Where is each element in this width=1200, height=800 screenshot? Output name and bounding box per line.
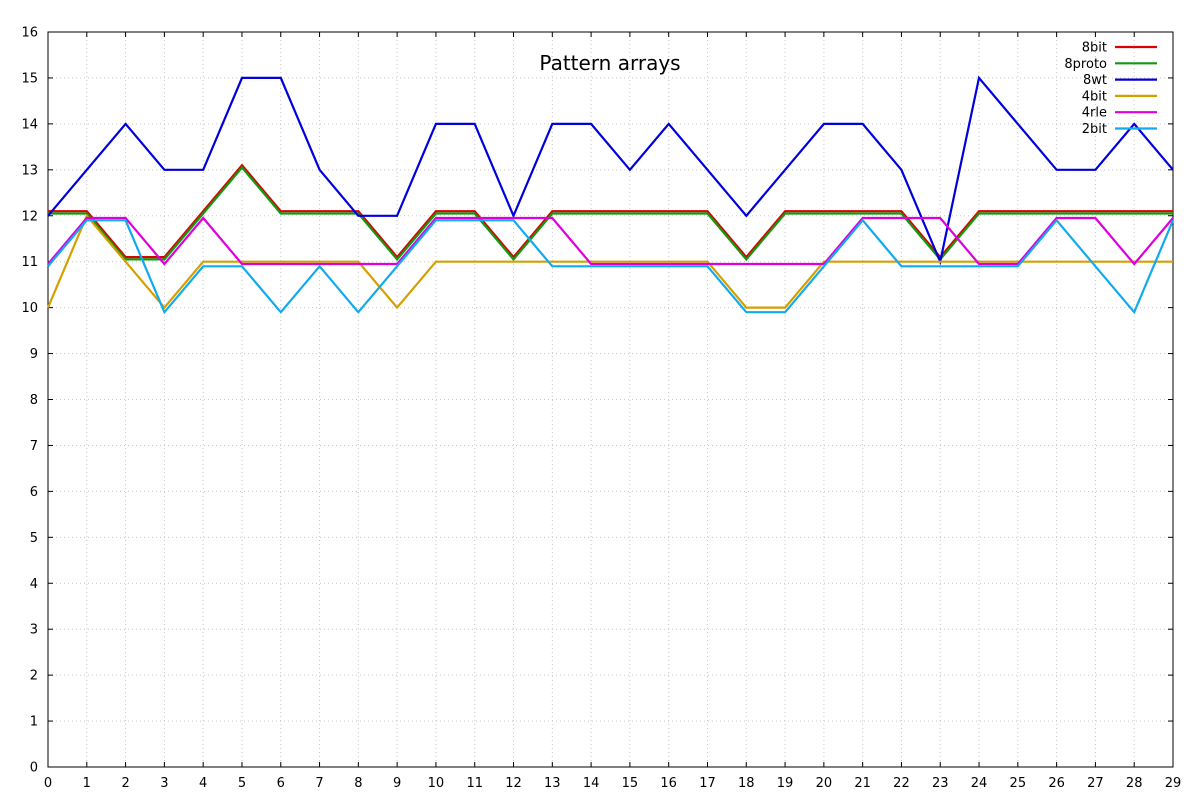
series-lines (46, 75, 1175, 315)
chart-title: Pattern arrays (539, 51, 680, 75)
legend-label: 2bit (1082, 122, 1107, 137)
series-line-8bit (48, 163, 1173, 259)
y-tick-label: 5 (30, 531, 38, 546)
y-tick-label: 16 (21, 26, 38, 41)
x-tick-label: 17 (699, 776, 716, 791)
x-tick-label: 22 (893, 776, 910, 791)
y-tick-label: 7 (30, 439, 38, 454)
x-tick-label: 26 (1048, 776, 1065, 791)
y-tick-label: 8 (30, 393, 38, 408)
grid (48, 32, 1173, 767)
legend-label: 4bit (1082, 89, 1107, 104)
x-tick-label: 1 (83, 776, 91, 791)
y-tick-label: 15 (21, 71, 38, 86)
x-tick-label: 3 (160, 776, 168, 791)
x-tick-label: 9 (393, 776, 401, 791)
x-tick-label: 14 (583, 776, 600, 791)
x-tick-label: 25 (1010, 776, 1027, 791)
y-tick-label: 14 (21, 117, 38, 132)
y-tick-label: 0 (30, 761, 38, 776)
x-tick-label: 13 (544, 776, 561, 791)
x-tick-label: 10 (428, 776, 445, 791)
x-tick-label: 6 (277, 776, 285, 791)
legend-label: 8bit (1082, 41, 1107, 56)
x-tick-label: 7 (315, 776, 323, 791)
y-tick-label: 3 (30, 623, 38, 638)
y-tick-label: 9 (30, 347, 38, 362)
x-tick-label: 0 (44, 776, 52, 791)
legend-label: 8wt (1083, 73, 1107, 88)
y-tick-label: 2 (30, 669, 38, 684)
x-tick-label: 5 (238, 776, 246, 791)
y-tick-label: 13 (21, 163, 38, 178)
x-tick-label: 20 (816, 776, 833, 791)
x-tick-label: 29 (1165, 776, 1182, 791)
series-line-4rle (47, 216, 1174, 266)
x-tick-label: 24 (971, 776, 988, 791)
x-tick-label: 16 (660, 776, 677, 791)
x-tick-label: 11 (466, 776, 483, 791)
x-tick-label: 28 (1126, 776, 1143, 791)
plot-frame (47, 31, 1174, 768)
series-line-8proto (48, 165, 1173, 262)
x-tick-label: 19 (777, 776, 794, 791)
x-tick-label: 27 (1087, 776, 1104, 791)
series-line-2bit (47, 218, 1175, 315)
y-tick-label: 6 (30, 485, 38, 500)
x-tick-label: 15 (622, 776, 639, 791)
y-tick-label: 1 (30, 715, 38, 730)
series-line-8wt (47, 75, 1174, 266)
x-tick-label: 21 (854, 776, 871, 791)
y-tick-label: 11 (21, 255, 38, 270)
x-tick-label: 18 (738, 776, 755, 791)
series-line-4bit (46, 213, 1173, 310)
x-tick-label: 23 (932, 776, 949, 791)
x-tick-label: 8 (354, 776, 362, 791)
x-tick-label: 12 (505, 776, 522, 791)
x-tick-label: 2 (121, 776, 129, 791)
x-tick-label: 4 (199, 776, 207, 791)
y-tick-label: 4 (30, 577, 38, 592)
y-tick-label: 12 (21, 209, 38, 224)
legend-label: 8proto (1064, 57, 1107, 72)
legend-label: 4rle (1082, 106, 1107, 121)
y-tick-label: 10 (21, 301, 38, 316)
